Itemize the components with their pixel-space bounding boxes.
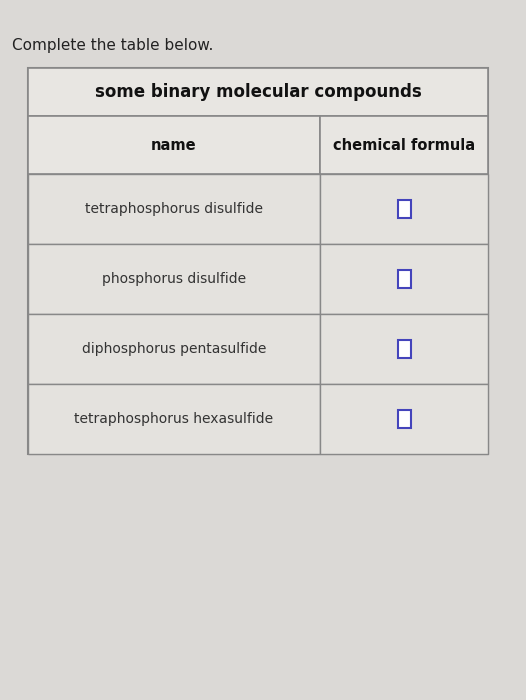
Text: diphosphorus pentasulfide: diphosphorus pentasulfide — [82, 342, 266, 356]
Bar — [28, 116, 320, 174]
Text: phosphorus disulfide: phosphorus disulfide — [102, 272, 246, 286]
Bar — [398, 200, 411, 218]
Bar — [320, 174, 488, 244]
Text: tetraphosphorus hexasulfide: tetraphosphorus hexasulfide — [75, 412, 274, 426]
Bar — [398, 340, 411, 358]
Bar — [398, 270, 411, 288]
Bar — [28, 244, 320, 314]
Bar — [28, 384, 320, 454]
Text: tetraphosphorus disulfide: tetraphosphorus disulfide — [85, 202, 263, 216]
Text: Complete the table below.: Complete the table below. — [12, 38, 214, 53]
Bar — [320, 244, 488, 314]
Bar — [28, 174, 320, 244]
Text: chemical formula: chemical formula — [333, 137, 475, 153]
Bar — [28, 68, 488, 454]
Bar — [320, 116, 488, 174]
Text: some binary molecular compounds: some binary molecular compounds — [95, 83, 421, 101]
Bar — [28, 314, 320, 384]
Bar — [320, 384, 488, 454]
Bar — [28, 68, 488, 116]
Bar — [398, 410, 411, 428]
Text: name: name — [151, 137, 197, 153]
Bar — [320, 314, 488, 384]
